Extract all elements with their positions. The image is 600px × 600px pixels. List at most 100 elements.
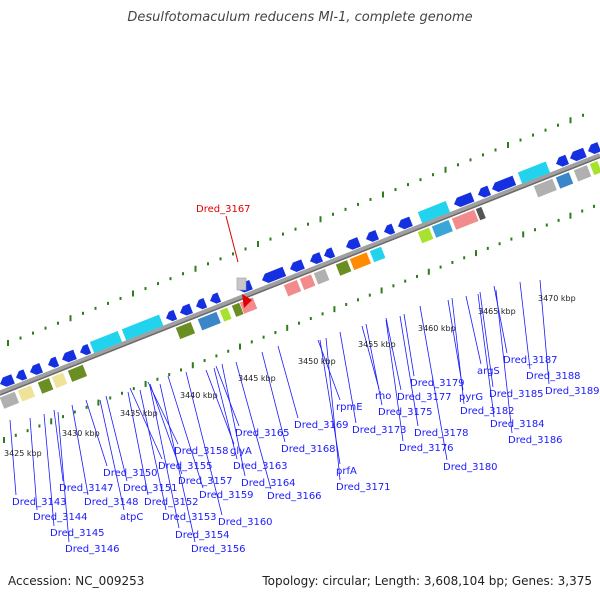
feature-block <box>573 165 592 182</box>
cds-arrow <box>210 292 222 304</box>
cds-arrow <box>80 343 92 356</box>
leader-line <box>53 409 64 482</box>
leader-line <box>129 387 163 460</box>
track-tick <box>144 287 147 291</box>
track-tick <box>368 293 371 297</box>
track-tick <box>38 424 41 428</box>
feature-block <box>417 227 434 244</box>
leader-line <box>325 337 341 481</box>
track-tick <box>294 227 297 231</box>
leader-line <box>205 369 235 445</box>
gene-label: rho <box>375 391 391 402</box>
track-tick <box>7 340 9 346</box>
track-tick <box>132 290 134 297</box>
track-tick <box>57 321 59 325</box>
track-tick <box>215 354 218 358</box>
feature-block <box>475 206 486 221</box>
accession-text: Accession: NC_009253 <box>8 574 145 588</box>
track-tick <box>157 282 159 286</box>
scale-label: 3425 kbp <box>4 449 42 458</box>
feature-block <box>231 302 244 317</box>
cds-arrow <box>262 266 287 284</box>
track-tick <box>73 410 76 414</box>
track-tick <box>19 336 22 340</box>
track-tick <box>532 133 534 137</box>
leader-line <box>261 351 286 443</box>
leader-line <box>539 279 550 385</box>
leader-line <box>493 285 508 354</box>
gene-label: Dred_3147 <box>59 483 114 494</box>
leader-line <box>99 399 125 511</box>
track-tick <box>156 377 159 381</box>
leader-line <box>85 399 108 467</box>
cds-arrow <box>48 356 60 368</box>
track-tick <box>382 191 384 198</box>
leader-line <box>361 325 380 390</box>
leader-line <box>235 361 272 490</box>
track-tick <box>507 142 509 148</box>
track-tick <box>219 257 222 261</box>
gene-label: Dred_3153 <box>162 512 217 523</box>
feature-track <box>0 142 600 409</box>
feature-block <box>335 260 352 276</box>
cds-block <box>417 201 451 224</box>
genome-summary-text: Topology: circular; Length: 3,608,104 bp… <box>262 574 592 588</box>
cds-arrow <box>570 147 587 162</box>
gene-label: Dred_3176 <box>399 443 454 454</box>
track-tick <box>510 237 513 241</box>
gene-label: Dred_3186 <box>508 435 563 446</box>
track-tick <box>298 321 300 325</box>
feature-block <box>51 372 68 389</box>
gene-labels: Dred_3143 Dred_3144 Dred_3145 Dred_3146 Dred… <box>12 355 600 555</box>
track-tick <box>227 349 230 353</box>
outer-dotted-track <box>7 113 584 346</box>
track-tick <box>269 237 272 241</box>
cds-arrow <box>556 154 569 167</box>
cds-arrow <box>180 303 193 316</box>
gene-label: Dred_3151 <box>123 483 178 494</box>
backbone-edge <box>0 156 600 396</box>
track-tick <box>498 242 501 246</box>
scale-label: 3470 kbp <box>538 294 576 303</box>
track-tick <box>321 312 324 316</box>
cds-arrow <box>166 309 178 322</box>
gene-label: Dred_3164 <box>241 478 296 489</box>
leader-line <box>451 297 465 405</box>
gene-label: rpmE <box>336 402 363 413</box>
feature-block <box>431 219 453 238</box>
track-tick <box>319 216 322 223</box>
track-tick <box>144 380 147 387</box>
track-tick <box>457 163 459 167</box>
track-tick <box>357 298 359 302</box>
track-tick <box>357 202 359 206</box>
leader-line <box>317 339 341 401</box>
track-tick <box>194 265 197 272</box>
gene-label: Dred_3188 <box>526 371 581 382</box>
leader-line <box>167 375 204 489</box>
cds-arrow <box>196 298 208 310</box>
highlight-leader <box>225 215 239 263</box>
track-tick <box>569 212 572 219</box>
gene-label: Dred_3185 <box>489 389 544 400</box>
gene-label: Dred_3177 <box>397 392 452 403</box>
leader-line <box>57 411 70 543</box>
gene-label: Dred_3145 <box>50 528 105 539</box>
cds-arrow <box>346 237 361 250</box>
gene-label: Dred_3171 <box>336 482 391 493</box>
cds-arrow <box>16 369 28 381</box>
track-tick <box>309 317 312 321</box>
highlight-gene-label: Dred_3167 <box>196 204 251 215</box>
track-tick <box>419 178 422 182</box>
gene-label: Dred_3180 <box>443 462 498 473</box>
scale-label: 3455 kbp <box>358 340 396 349</box>
track-tick <box>262 335 265 339</box>
cds-arrow <box>310 252 323 265</box>
gene-label: Dred_3158 <box>174 446 229 457</box>
scale-label: 3430 kbp <box>62 429 100 438</box>
track-tick <box>519 138 522 142</box>
gene-label: Dred_3146 <box>65 544 120 555</box>
track-tick <box>439 265 442 269</box>
track-tick <box>344 207 347 211</box>
leader-line <box>385 317 402 391</box>
